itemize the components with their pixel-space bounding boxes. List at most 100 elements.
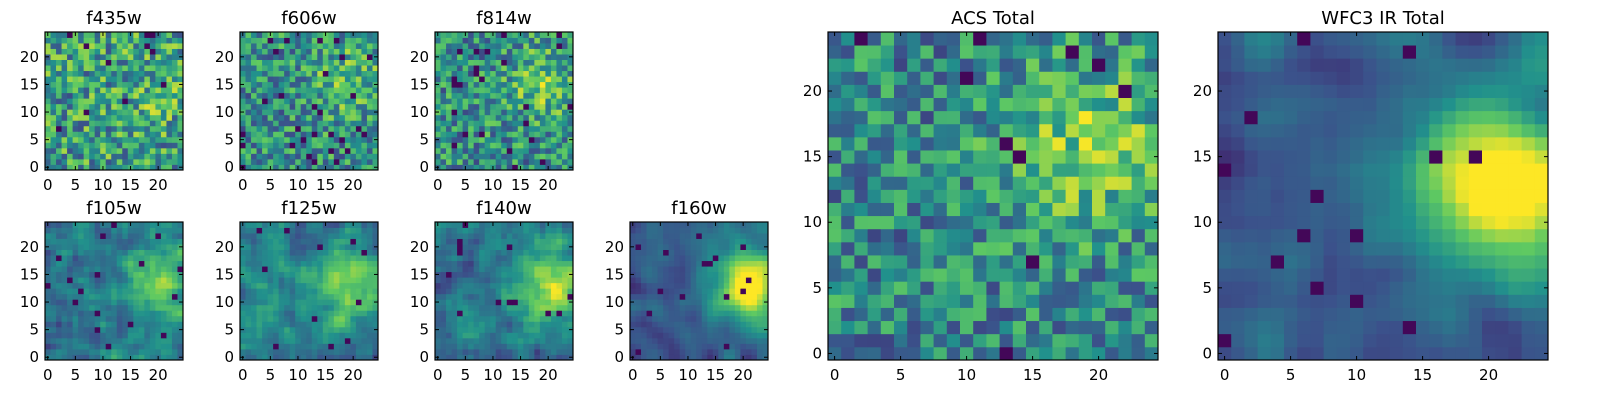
heatmap-cell <box>479 233 486 239</box>
heatmap-cell <box>534 120 541 127</box>
x-tick-label: 10 <box>678 366 697 384</box>
heatmap-cell <box>306 164 313 171</box>
x-tick-label: 5 <box>266 366 276 384</box>
heatmap-cell <box>451 142 458 149</box>
heatmap-cell <box>933 268 948 282</box>
heatmap-cell <box>366 332 373 339</box>
heatmap-cell <box>490 76 497 83</box>
heatmap-cell <box>61 304 68 311</box>
heatmap-cell <box>539 32 546 38</box>
heatmap-cell <box>495 37 502 44</box>
heatmap-cell <box>457 153 463 160</box>
heatmap-cell <box>138 109 145 116</box>
y-tick-label: 5 <box>419 321 429 339</box>
heatmap-cell <box>751 321 758 328</box>
heatmap-cell <box>960 241 974 256</box>
heatmap-cell <box>256 164 263 171</box>
heatmap-cell <box>528 114 535 121</box>
heatmap-cell <box>567 147 574 154</box>
heatmap-cell <box>679 332 686 339</box>
heatmap-cell <box>506 238 513 245</box>
heatmap-cell <box>105 315 112 322</box>
heatmap-cell <box>446 227 452 234</box>
heatmap-cell <box>1105 241 1119 256</box>
heatmap-cell <box>333 43 340 49</box>
heatmap-cell <box>641 299 647 306</box>
heatmap-cell <box>534 222 541 228</box>
heatmap-cell <box>740 304 747 311</box>
heatmap-cell <box>446 326 452 333</box>
heatmap-cell <box>517 304 524 311</box>
x-tick-label: 0 <box>238 366 248 384</box>
heatmap-cell <box>696 332 703 339</box>
heatmap-cell <box>457 103 463 110</box>
heatmap-cell <box>372 142 379 149</box>
heatmap-cell <box>116 81 123 88</box>
heatmap-cell <box>907 228 921 243</box>
heatmap-cell <box>630 238 636 245</box>
heatmap-cell <box>762 321 769 328</box>
heatmap-cell <box>495 227 502 234</box>
heatmap-cell <box>1144 215 1159 230</box>
heatmap-cell <box>94 227 101 234</box>
heatmap-cell <box>311 125 318 132</box>
heatmap-cell <box>512 310 519 317</box>
heatmap-cell <box>1118 189 1132 203</box>
heatmap-cell <box>539 288 546 295</box>
heatmap-cell <box>1144 255 1159 269</box>
heatmap-cell <box>89 136 96 143</box>
heatmap-cell <box>317 48 324 55</box>
heatmap-cell <box>122 343 129 350</box>
heatmap-cell <box>545 48 552 55</box>
heatmap-cell <box>567 293 574 300</box>
heatmap-cell <box>94 277 101 284</box>
heatmap-cell <box>94 32 101 38</box>
heatmap-cell <box>278 299 285 306</box>
heatmap-cell <box>262 310 268 317</box>
heatmap-cell <box>300 299 307 306</box>
heatmap-cell <box>311 136 318 143</box>
heatmap-cell <box>361 321 368 328</box>
heatmap-cell <box>317 310 324 317</box>
heatmap-cell <box>56 76 62 83</box>
heatmap-cell <box>457 59 463 66</box>
heatmap-cell <box>641 277 647 284</box>
heatmap-cell <box>468 81 475 88</box>
heatmap-cell <box>440 65 447 72</box>
heatmap-cell <box>273 87 280 94</box>
y-tick-label: 0 <box>29 348 39 366</box>
heatmap-cell <box>317 288 324 295</box>
heatmap-cell <box>245 32 252 38</box>
heatmap-cell <box>61 315 68 322</box>
heatmap-cell <box>50 54 57 60</box>
heatmap-cell <box>1118 163 1132 177</box>
heatmap-cell <box>372 288 379 295</box>
heatmap-cell <box>177 304 184 311</box>
heatmap-cell <box>528 238 535 245</box>
heatmap-cell <box>506 125 513 132</box>
heatmap-cell <box>67 103 73 110</box>
heatmap-cell <box>111 321 118 328</box>
heatmap-cell <box>550 222 557 228</box>
heatmap-cell <box>160 147 167 154</box>
heatmap-cell <box>72 238 79 245</box>
heatmap-cell <box>907 307 921 322</box>
heatmap-cell <box>289 299 296 306</box>
heatmap-cell <box>556 233 563 239</box>
heatmap-cell <box>138 131 145 138</box>
heatmap-cell <box>451 65 458 72</box>
heatmap-cell <box>45 48 51 55</box>
heatmap-cell <box>127 114 134 121</box>
heatmap-cell <box>545 321 552 328</box>
heatmap-cell <box>545 125 552 132</box>
heatmap-cell <box>366 282 373 289</box>
heatmap-cell <box>740 293 747 300</box>
heatmap-cell <box>484 293 491 300</box>
heatmap-cell <box>72 277 79 284</box>
heatmap-cell <box>707 222 714 228</box>
heatmap-cell <box>116 43 123 49</box>
heatmap-cell <box>435 255 441 262</box>
heatmap-cell <box>122 222 129 228</box>
heatmap-cell <box>729 271 736 278</box>
heatmap-cell <box>289 158 296 165</box>
